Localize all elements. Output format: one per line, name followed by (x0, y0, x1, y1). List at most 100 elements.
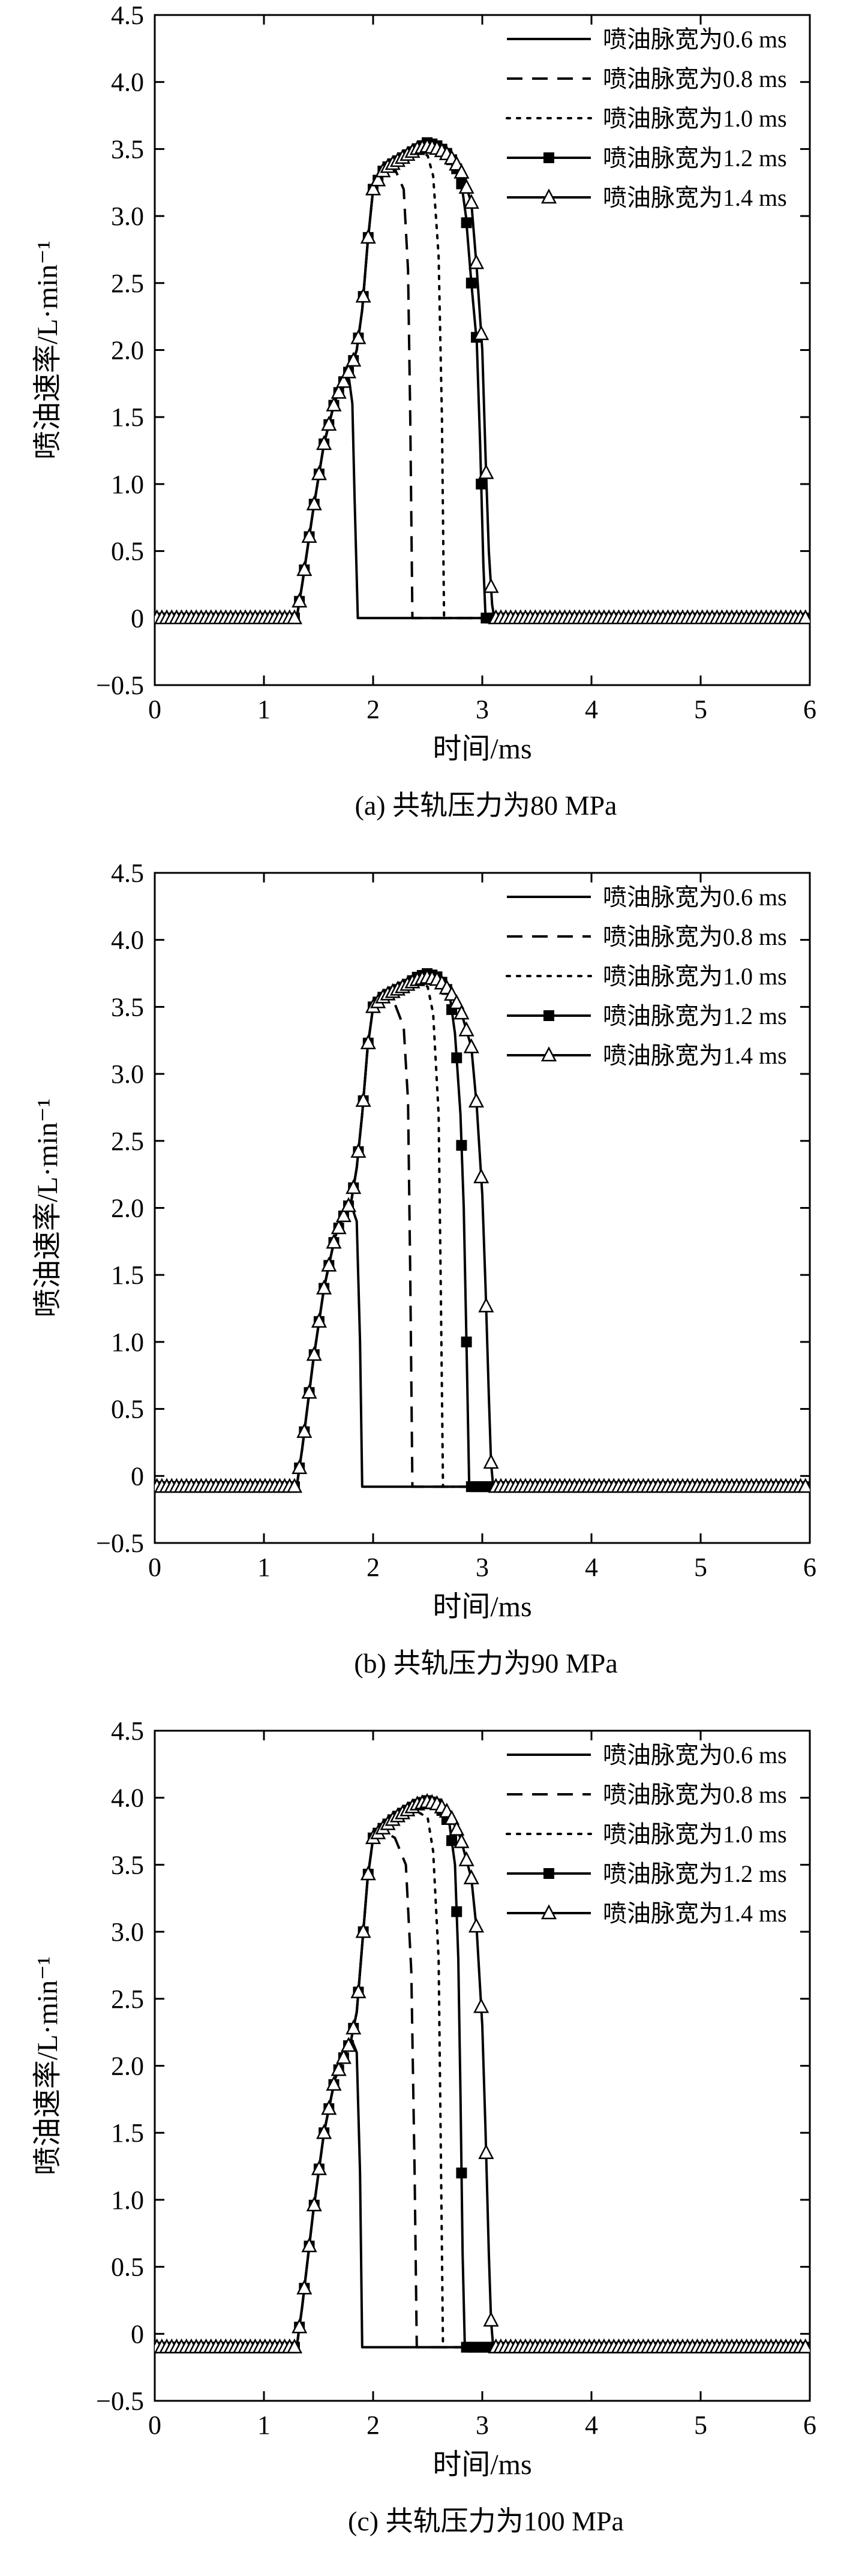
triangle-marker (296, 2279, 313, 2295)
legend-triangle-marker (540, 1904, 557, 1920)
triangle-marker (350, 329, 367, 344)
x-tick-label: 3 (476, 2410, 489, 2440)
triangle-marker (463, 1038, 479, 1053)
y-tick-label: 1.5 (111, 1260, 144, 1290)
x-tick-label: 1 (257, 2410, 271, 2440)
y-tick-label: 3.5 (111, 1850, 144, 1880)
series-2 (155, 1830, 810, 2349)
legend-label: 喷油脉宽为1.4 ms (603, 184, 787, 211)
x-tick-label: 4 (585, 695, 598, 724)
x-tick-label: 0 (148, 2410, 161, 2440)
triangle-marker (449, 1820, 465, 1836)
x-tick-label: 2 (367, 1553, 380, 1582)
triangle-marker (463, 1869, 479, 1884)
series-5 (155, 1793, 810, 2353)
triangle-marker (335, 373, 352, 388)
y-tick-label: 2.0 (111, 1194, 144, 1223)
triangle-marker (797, 1478, 810, 1493)
triangle-marker (321, 416, 337, 431)
triangle-marker (360, 229, 376, 244)
y-tick-label: 0 (131, 604, 144, 633)
x-tick-label: 4 (585, 1553, 598, 1582)
triangle-marker (311, 1313, 327, 1328)
y-tick-label: 1.5 (111, 2118, 144, 2148)
legend-label: 喷油脉宽为1.2 ms (603, 1002, 787, 1029)
triangle-marker (301, 1383, 317, 1399)
x-tick-label: 2 (367, 2410, 380, 2440)
y-tick-label: 2.5 (111, 269, 144, 298)
triangle-marker (453, 1004, 470, 1020)
triangle-marker (453, 1833, 470, 1848)
x-tick-label: 1 (257, 695, 271, 724)
x-axis-title: 时间/ms (432, 1591, 531, 1623)
legend-label: 喷油脉宽为1.0 ms (603, 1821, 787, 1848)
legend-label: 喷油脉宽为0.8 ms (603, 923, 787, 950)
triangle-marker (346, 2019, 362, 2035)
chart-a-plot: 0 1 2 3 4 5 6−0.500.51.01.52.02.53.03.54.04.5时… (32, 1, 816, 765)
y-tick-label: 0.5 (111, 537, 144, 566)
square-marker (465, 277, 477, 289)
chart-panel-c: 0 1 2 3 4 5 6 −0.5 0 0.5 1.0 1.5 2.0 2.5 3.0 3.5 4.0 4.5 时… (0, 1716, 850, 2576)
triangle-marker (473, 1168, 489, 1184)
triangle-marker (340, 363, 357, 379)
triangle-marker (797, 2338, 810, 2353)
x-tick-label: 0 (148, 695, 161, 724)
triangle-marker (443, 986, 460, 1001)
triangle-marker (473, 325, 489, 340)
series-1 (155, 1204, 810, 1488)
triangle-marker (292, 592, 308, 608)
y-axis-title: 喷油速率/L·min⁻¹ (32, 1098, 64, 1317)
y-tick-label: −0.5 (96, 1529, 144, 1558)
chart-panel-b: 0 1 2 3 4 5 6 −0.5 0 0.5 1.0 1.5 2.0 2.5 3.0 3.5 4.0 4.5 时… (0, 858, 850, 1716)
square-marker (476, 478, 487, 490)
chart-c-plot: 0 1 2 3 4 5 6−0.500.51.01.52.02.53.03.54.04.5时… (32, 1716, 816, 2481)
triangle-marker (355, 287, 371, 303)
triangle-marker (292, 1459, 308, 1475)
x-tick-label: 0 (148, 1553, 161, 1582)
triangle-marker (292, 2318, 308, 2334)
y-tick-label: 3.0 (111, 202, 144, 231)
y-tick-label: 0.5 (111, 2253, 144, 2282)
triangle-marker (483, 1454, 499, 1469)
triangle-marker (449, 155, 465, 171)
triangle-marker (468, 254, 485, 269)
y-tick-label: 4.5 (111, 1716, 144, 1746)
x-tick-label: 3 (476, 695, 489, 724)
triangle-marker (286, 609, 303, 625)
x-tick-label: 6 (803, 2410, 816, 2440)
y-tick-label: 2.0 (111, 336, 144, 365)
y-tick-label: 1.0 (111, 1328, 144, 1357)
triangle-marker (326, 2076, 342, 2091)
square-marker (451, 1906, 462, 1917)
triangle-marker (355, 1923, 371, 1938)
x-tick-label: 3 (476, 1553, 489, 1582)
legend-square-marker (543, 1868, 554, 1879)
triangle-marker (306, 1346, 322, 1361)
chart-panel-a: 0 1 2 3 4 5 6 −0.5 0 0.5 1.0 1.5 2.0 2.5 3.0 3.5 4.0 4.5 时… (0, 0, 850, 858)
triangle-marker (478, 1297, 494, 1313)
triangle-marker (340, 1197, 357, 1212)
triangle-marker (306, 495, 322, 511)
y-tick-label: 0 (131, 2319, 144, 2349)
triangle-marker (301, 527, 317, 543)
triangle-marker (458, 1021, 474, 1037)
triangle-marker (316, 435, 332, 451)
y-tick-label: 4.0 (111, 1784, 144, 1813)
triangle-marker (311, 2160, 327, 2175)
series-line (155, 999, 810, 1488)
triangle-marker (286, 2338, 303, 2353)
triangle-marker (478, 464, 494, 479)
series-2 (155, 999, 810, 1488)
legend-label: 喷油脉宽为1.2 ms (603, 145, 787, 172)
y-tick-label: 1.0 (111, 2185, 144, 2215)
square-marker (456, 1140, 467, 1151)
y-tick-label: −0.5 (96, 2386, 144, 2416)
series-3 (155, 1810, 810, 2349)
series-1 (155, 2037, 810, 2349)
triangle-marker (350, 1142, 367, 1158)
x-tick-label: 2 (367, 695, 380, 724)
x-tick-label: 5 (694, 1553, 707, 1582)
triangle-marker (355, 1092, 371, 1107)
x-tick-label: 6 (803, 1553, 816, 1582)
chart-a-caption: (a) 共轨压力为80 MPa (355, 790, 617, 821)
